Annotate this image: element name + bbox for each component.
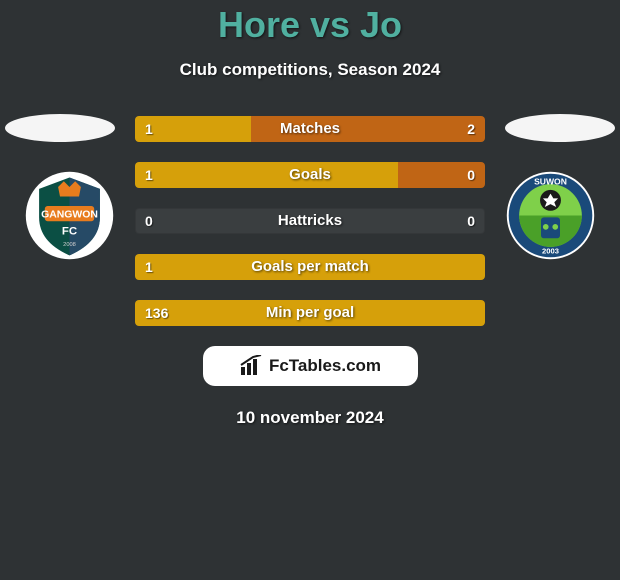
player-left-avatar-placeholder <box>5 114 115 142</box>
gangwon-badge-icon: GANGWON FC 2008 <box>22 168 117 263</box>
stat-value-left: 1 <box>145 162 153 188</box>
branding-bar: FcTables.com <box>203 346 418 386</box>
stat-row: Goals per match1 <box>135 254 485 280</box>
stat-value-left: 1 <box>145 254 153 280</box>
suwon-badge-icon: SUWON 2003 <box>503 168 598 263</box>
fctables-chart-icon <box>239 355 265 377</box>
svg-text:FC: FC <box>62 226 77 238</box>
svg-text:2003: 2003 <box>542 247 559 256</box>
stat-value-right: 2 <box>467 116 475 142</box>
page-title: Hore vs Jo <box>0 0 620 46</box>
stat-rows: Matches12Goals10Hattricks00Goals per mat… <box>135 116 485 326</box>
stat-value-left: 136 <box>145 300 168 326</box>
comparison-chart: GANGWON FC 2008 SUWON 2003 Matches12Goal… <box>0 116 620 428</box>
stat-value-right: 0 <box>467 208 475 234</box>
subtitle: Club competitions, Season 2024 <box>0 60 620 80</box>
branding-text: FcTables.com <box>269 356 381 376</box>
stat-label: Hattricks <box>135 208 485 234</box>
stat-label: Goals per match <box>135 254 485 280</box>
date-line: 10 november 2024 <box>0 408 620 428</box>
stat-value-left: 1 <box>145 116 153 142</box>
player-right-avatar-placeholder <box>505 114 615 142</box>
stat-value-left: 0 <box>145 208 153 234</box>
stat-row: Min per goal136 <box>135 300 485 326</box>
stat-label: Matches <box>135 116 485 142</box>
svg-text:2008: 2008 <box>63 242 76 248</box>
stat-value-right: 0 <box>467 162 475 188</box>
svg-text:GANGWON: GANGWON <box>41 209 98 220</box>
stat-row: Matches1 2 <box>135 116 485 142</box>
svg-text:SUWON: SUWON <box>534 177 567 187</box>
team-badge-left: GANGWON FC 2008 <box>22 168 117 263</box>
stat-label: Goals <box>135 162 485 188</box>
team-badge-right: SUWON 2003 <box>503 168 598 263</box>
stat-row: Goals1 0 <box>135 162 485 188</box>
stat-row: Hattricks0 0 <box>135 208 485 234</box>
stat-label: Min per goal <box>135 300 485 326</box>
